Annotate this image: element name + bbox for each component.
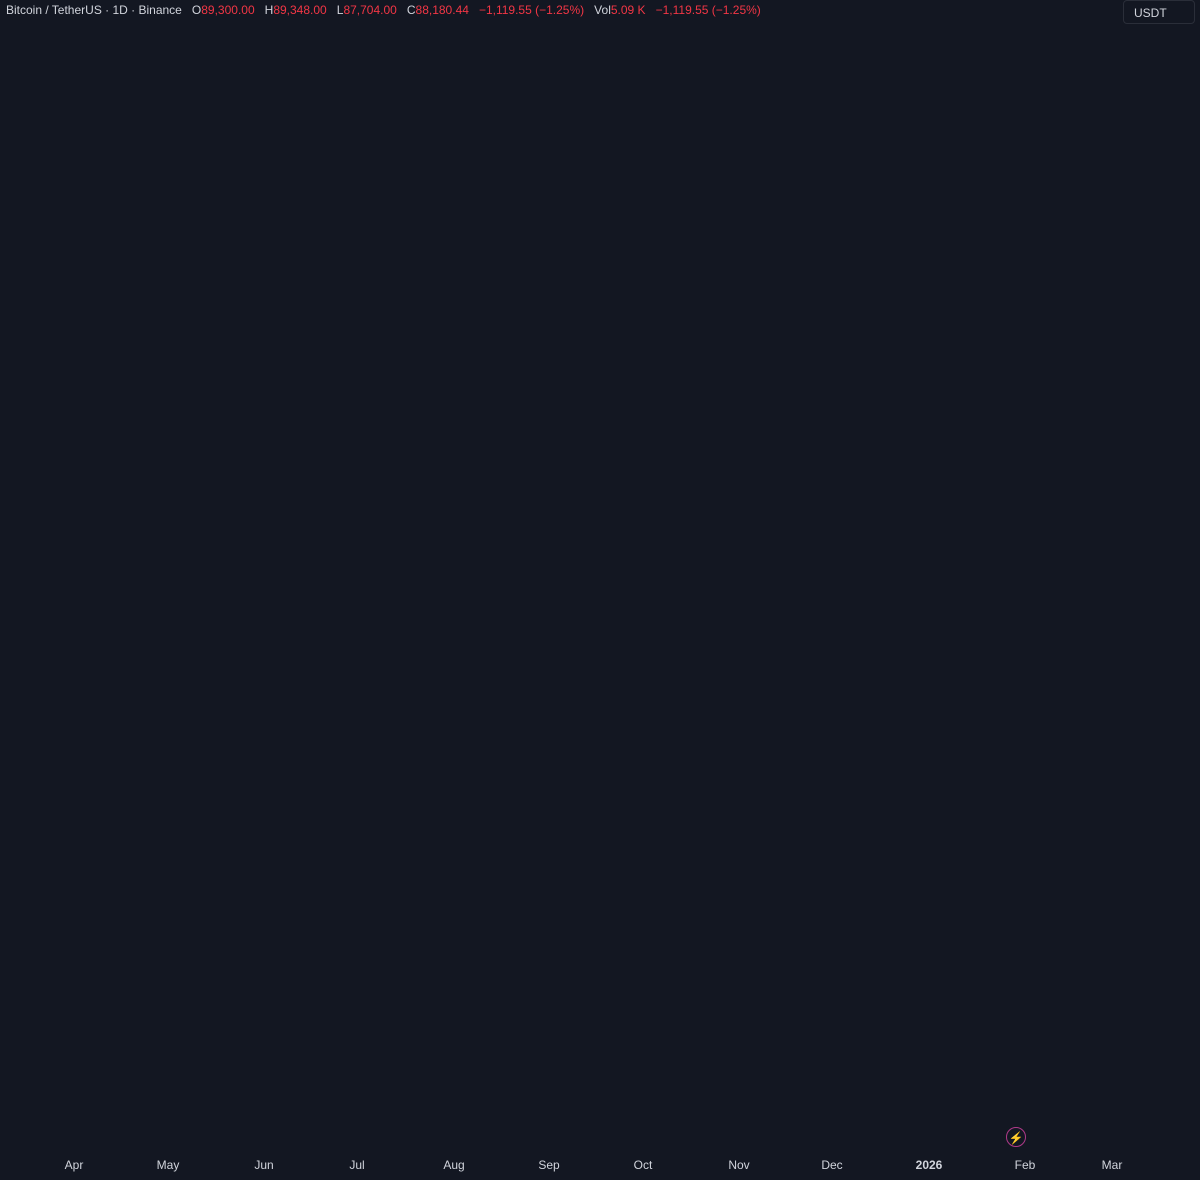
close-label: C: [406, 3, 416, 17]
low-label: L: [336, 3, 344, 17]
currency-button[interactable]: USDT: [1123, 0, 1195, 24]
volume-change: −1,119.55 (−1.25%): [655, 3, 761, 17]
open-value: 89,300.00: [201, 3, 255, 17]
close-value: 88,180.44: [415, 3, 469, 17]
lightning-icon[interactable]: ⚡: [1006, 1127, 1026, 1147]
x-tick-label: Mar: [1102, 1158, 1123, 1172]
symbol-header: Bitcoin / TetherUS · 1D · Binance O89,30…: [6, 3, 761, 17]
high-value: 89,348.00: [273, 3, 327, 17]
x-tick-label: Jul: [349, 1158, 364, 1172]
open-label: O: [191, 3, 202, 17]
x-tick-label: 2026: [916, 1158, 943, 1172]
x-tick-label: Nov: [728, 1158, 749, 1172]
x-tick-label: May: [157, 1158, 180, 1172]
volume-value: 5.09 K: [610, 3, 646, 17]
volume-label: Vol: [594, 3, 611, 17]
x-axis: Apr May Jun Jul Aug Sep Oct Nov Dec 2026 Feb Mar: [65, 1158, 1123, 1172]
x-tick-label: Apr: [65, 1158, 84, 1172]
x-tick-label: Feb: [1015, 1158, 1036, 1172]
low-value: 87,704.00: [343, 3, 397, 17]
change-value: −1,119.55 (−1.25%): [478, 3, 585, 17]
x-tick-label: Oct: [634, 1158, 653, 1172]
x-tick-label: Sep: [538, 1158, 560, 1172]
x-tick-label: Dec: [821, 1158, 842, 1172]
x-tick-label: Jun: [254, 1158, 273, 1172]
symbol-title: Bitcoin / TetherUS · 1D · Binance: [6, 3, 182, 17]
high-label: H: [264, 3, 274, 17]
x-tick-label: Aug: [443, 1158, 464, 1172]
